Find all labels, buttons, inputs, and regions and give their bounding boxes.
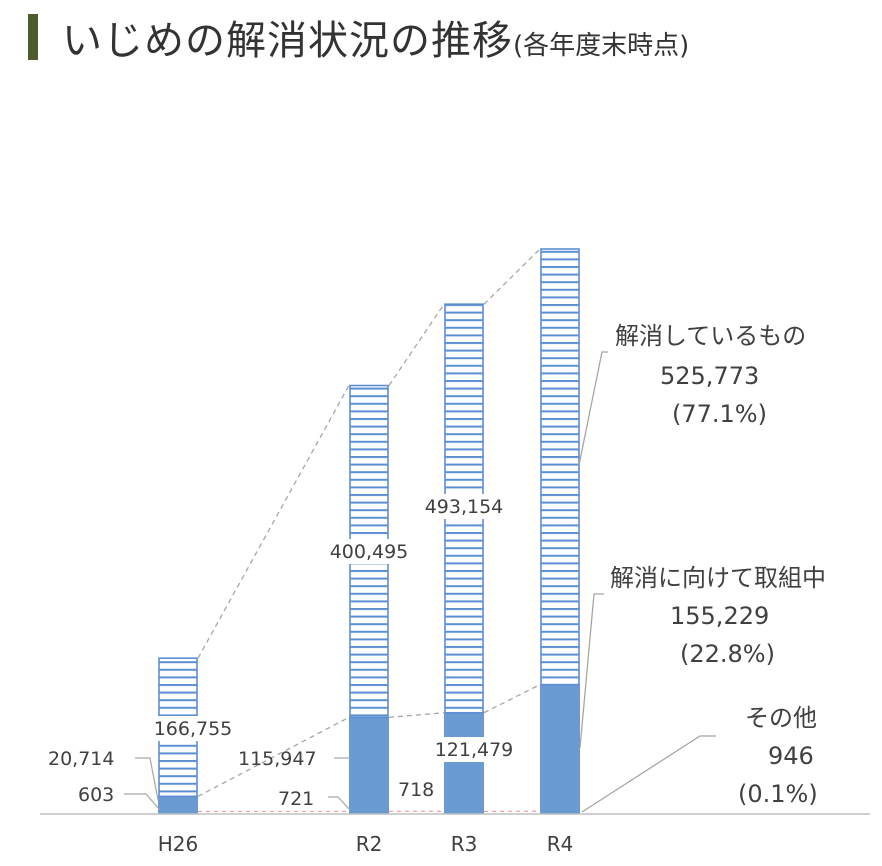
label-in-progress-R2: 115,947 (238, 748, 317, 770)
callout-resolved-name: 解消しているもの (615, 322, 806, 350)
label-other-R3: 718 (398, 779, 434, 801)
connector-total-2 (483, 248, 541, 305)
leader-in-progress (579, 593, 604, 749)
page-title: いじめの解消状況の推移(各年度末時点) (62, 8, 689, 66)
connector-lines (197, 248, 541, 813)
leader-resolved (578, 351, 608, 466)
title-main: いじめの解消状況の推移 (62, 18, 513, 64)
callout-in-progress-name: 解消に向けて取組中 (610, 564, 826, 592)
bar-in-progress-H26 (158, 796, 198, 814)
bar-resolved-R4 (540, 248, 580, 686)
bar-in-progress-R2 (349, 717, 389, 814)
x-axis: H26 R2 R3 R4 (40, 813, 870, 856)
leader-other-H26 (124, 793, 161, 811)
bar-in-progress-R4 (540, 684, 580, 814)
callout-other-value: 946 (768, 742, 814, 770)
label-resolved-R3-bg (419, 494, 509, 519)
connector-in-progress-2 (483, 684, 541, 714)
connector-in-progress-0 (197, 716, 350, 797)
x-tick-label-R4: R4 (547, 832, 574, 856)
data-labels: 166,755 400,495 493,154 20,714 115,947 121,47… (48, 494, 519, 811)
label-resolved-H26: 166,755 (154, 718, 233, 740)
connector-total-0 (197, 385, 350, 659)
legend-callouts: 解消しているもの 525,773 (77.1%) 解消に向けて取組中 155,229 (2… (578, 322, 826, 813)
leader-in-progress-H26 (135, 757, 159, 801)
label-resolved-R2: 400,495 (330, 541, 409, 563)
label-resolved-H26-bg (148, 716, 238, 741)
callout-in-progress-value: 155,229 (670, 602, 769, 630)
label-other-R2: 721 (278, 788, 314, 810)
label-in-progress-R3-bg (429, 737, 519, 762)
bar-in-progress-R3 (444, 712, 484, 814)
callout-other-name: その他 (745, 704, 817, 732)
label-in-progress-R3: 121,479 (435, 739, 514, 761)
title-accent-bar (28, 14, 38, 60)
leader-other-R2 (328, 796, 351, 811)
connector-total-1 (388, 303, 445, 386)
callout-other-pct: (0.1%) (738, 780, 818, 808)
x-tick-label-R2: R2 (356, 832, 383, 856)
connector-in-progress-1 (388, 712, 445, 718)
x-tick-label-R3: R3 (451, 832, 478, 856)
label-other-H26: 603 (78, 784, 114, 806)
callout-resolved-pct: (77.1%) (672, 400, 767, 428)
label-resolved-R3: 493,154 (425, 496, 504, 518)
x-tick-label-H26: H26 (158, 832, 199, 856)
label-in-progress-H26: 20,714 (48, 748, 114, 770)
title-sub: (各年度末時点) (513, 31, 690, 61)
label-resolved-R2-bg (324, 539, 414, 564)
callout-in-progress-pct: (22.8%) (680, 640, 775, 668)
leader-other (581, 735, 716, 813)
callout-resolved-value: 525,773 (660, 362, 759, 390)
